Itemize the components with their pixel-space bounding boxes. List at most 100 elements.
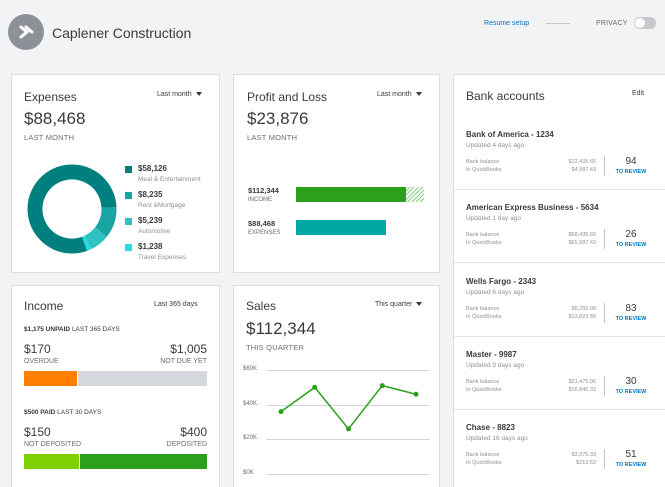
sales-series-line — [280, 384, 417, 431]
expenses-amount: $88,468 — [248, 219, 276, 228]
expenses-bar[interactable] — [296, 220, 386, 235]
review-count[interactable]: 94 — [625, 156, 637, 167]
not-deposited-segment[interactable] — [24, 454, 79, 469]
quickbooks-balance-label: In QuickBooks — [466, 460, 502, 467]
to-review-link[interactable]: TO REVIEW — [615, 169, 647, 175]
sales-data-point[interactable] — [413, 391, 419, 397]
unpaid-amount: $1,175 UNPAID — [24, 326, 71, 333]
sales-period-dropdown[interactable]: This quarter — [375, 301, 423, 308]
legend-swatch — [125, 166, 132, 173]
to-review-link[interactable]: TO REVIEW — [615, 315, 647, 322]
expenses-label: EXPENSES — [248, 230, 281, 236]
chevron-down-icon — [415, 92, 422, 97]
bank-balance-label: Bank balance — [466, 452, 500, 459]
review-count[interactable]: 83 — [625, 302, 637, 314]
account-separator — [453, 189, 665, 190]
account-updated: Updated 6 days ago — [466, 288, 525, 296]
profit-loss-title: Profit and Loss — [247, 90, 328, 104]
account-separator — [453, 408, 665, 410]
quickbooks-balance-value: $16,846.33 — [568, 386, 596, 393]
privacy-toggle[interactable] — [634, 17, 656, 29]
account-divider-vertical — [604, 156, 605, 176]
paid-summary: $500 PAID LAST 30 DAYS — [24, 409, 101, 416]
account-name[interactable]: Chase - 8823 — [466, 423, 515, 433]
account-updated: Updated 1 day ago — [466, 215, 521, 223]
review-count[interactable]: 30 — [625, 375, 637, 387]
sales-data-point[interactable] — [379, 383, 385, 389]
to-review-link[interactable]: TO REVIEW — [615, 462, 647, 469]
paid-amount: $500 PAID — [24, 409, 56, 416]
bank-balance-label: Bank balance — [466, 378, 500, 385]
y-tick-label: $0K — [243, 470, 254, 476]
resume-setup-link[interactable]: Resume setup — [484, 20, 530, 27]
profit-loss-period-dropdown[interactable]: Last month — [377, 91, 422, 98]
account-name[interactable]: Master - 9987 — [466, 349, 517, 359]
company-name: Caplener Construction — [52, 25, 192, 41]
not-deposited-label: NOT DEPOSITED — [24, 441, 82, 448]
sales-period-label: This quarter — [375, 301, 413, 308]
y-tick-label: $40K — [243, 400, 258, 407]
expenses-total-label: LAST MONTH — [24, 133, 75, 142]
legend-amount: $58,126 — [138, 164, 167, 173]
privacy-label: PRIVACY — [596, 20, 628, 27]
sales-data-point[interactable] — [346, 426, 351, 432]
quickbooks-balance-value: $65,987.43 — [568, 240, 596, 247]
donut-slice-3[interactable] — [25, 162, 120, 257]
bank-accounts-title: Bank accounts — [466, 89, 545, 103]
bank-balance-value: $6,255.08 — [571, 305, 596, 312]
toggle-knob — [635, 18, 645, 28]
unpaid-period: LAST 365 DAYS — [71, 326, 120, 333]
company-logo-icon — [19, 25, 34, 39]
income-bar[interactable] — [296, 187, 407, 202]
expenses-period-label: Last month — [157, 91, 192, 98]
to-review-link[interactable]: TO REVIEW — [615, 242, 647, 249]
sales-data-point[interactable] — [278, 409, 284, 415]
quickbooks-balance-label: In QuickBooks — [466, 167, 502, 173]
income-card: Income Last 365 days $1,175 UNPAID LAST … — [11, 285, 220, 487]
account-name[interactable]: Wells Fargo - 2343 — [466, 276, 537, 286]
overdue-segment[interactable] — [24, 371, 77, 386]
legend-category: Automotive — [138, 228, 171, 235]
legend-amount: $5,239 — [138, 216, 163, 225]
bank-balance-label: Bank balance — [466, 305, 500, 312]
deposited-segment[interactable] — [80, 454, 207, 469]
y-tick-label: $20K — [243, 435, 258, 442]
quickbooks-balance-label: In QuickBooks — [466, 240, 502, 247]
legend-amount: $8,235 — [138, 190, 163, 199]
expenses-total: $88,468 — [24, 109, 86, 128]
account-separator — [453, 262, 665, 264]
net-income-total: $23,876 — [247, 109, 309, 128]
paid-period: LAST 30 DAYS — [57, 409, 102, 416]
sales-data-point[interactable] — [312, 384, 318, 390]
review-count[interactable]: 51 — [625, 449, 637, 461]
review-count[interactable]: 26 — [625, 229, 637, 241]
account-divider-vertical — [604, 229, 605, 250]
sales-title: Sales — [246, 299, 277, 313]
account-updated: Updated 4 days ago — [466, 142, 525, 149]
not-due-amount: $1,005 — [170, 342, 207, 356]
bank-accounts-edit-link[interactable]: Edit — [632, 90, 645, 97]
quickbooks-balance-value: $212.53 — [576, 460, 596, 467]
income-title: Income — [24, 299, 64, 313]
not-due-segment[interactable] — [78, 371, 207, 386]
expenses-donut-chart — [25, 162, 120, 257]
bank-balance-label: Bank balance — [466, 232, 500, 239]
account-name[interactable]: Bank of America - 1234 — [466, 130, 554, 139]
sales-total-label: THIS QUARTER — [246, 343, 305, 352]
not-deposited-amount: $150 — [24, 425, 51, 439]
chart-gridline — [266, 370, 430, 371]
legend-swatch — [125, 192, 132, 199]
sales-card: Sales This quarter $112,344 THIS QUARTER — [233, 285, 440, 487]
net-income-label: LAST MONTH — [247, 133, 298, 142]
account-name[interactable]: American Express Business - 5634 — [466, 203, 599, 213]
account-updated: Updated 16 days ago — [466, 435, 528, 443]
bank-balance-value: $68,435.65 — [568, 232, 596, 239]
to-review-link[interactable]: TO REVIEW — [615, 388, 647, 395]
legend-swatch — [125, 218, 132, 225]
chart-gridline — [266, 474, 430, 475]
company-logo[interactable] — [8, 14, 44, 50]
bank-balance-value: $21,475.06 — [568, 378, 596, 385]
legend-category: Travel Expenses — [138, 254, 187, 261]
expenses-period-dropdown[interactable]: Last month — [157, 91, 202, 98]
